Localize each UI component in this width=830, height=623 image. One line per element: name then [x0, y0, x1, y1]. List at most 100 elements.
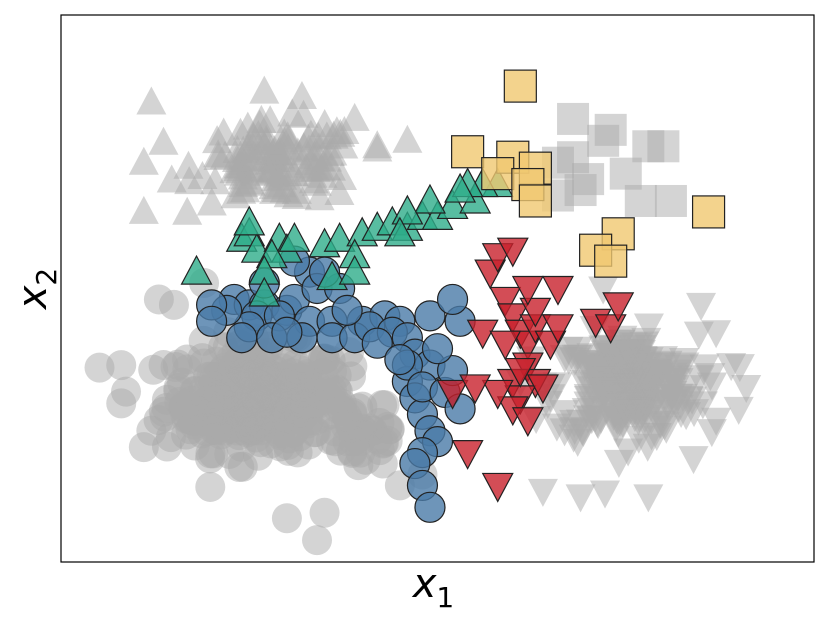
background-triangle-down-point: [565, 484, 596, 513]
background-triangle-down-point: [647, 360, 678, 389]
background-triangle-up-point: [318, 120, 349, 149]
circle-series-point: [421, 333, 454, 365]
background-circle-point: [290, 390, 321, 421]
background-triangle-up-point: [288, 99, 319, 128]
square-series-point: [503, 69, 537, 103]
y-axis-label-subscript: 2: [30, 268, 63, 286]
background-circle-point: [309, 497, 340, 528]
background-triangle-down-point: [558, 424, 589, 453]
background-triangle-down-point: [716, 353, 747, 382]
background-triangle-down-point: [701, 320, 732, 349]
triangle-down-series-point: [466, 319, 499, 350]
background-triangle-up-point: [286, 81, 317, 110]
x-axis-label-symbol: x: [411, 561, 437, 607]
background-triangle-up-point: [202, 125, 233, 154]
background-triangle-up-point: [239, 154, 270, 183]
background-circle-point: [223, 406, 254, 437]
background-triangle-down-point: [731, 374, 762, 403]
background-triangle-up-point: [317, 137, 348, 166]
background-triangle-up-point: [173, 150, 204, 179]
background-triangle-down-point: [678, 446, 709, 475]
background-triangle-down-point: [701, 407, 732, 436]
triangle-down-series-point: [511, 275, 544, 306]
background-triangle-up-point: [269, 118, 300, 147]
plot-area-frame: [60, 14, 815, 563]
triangle-up-series-point: [316, 260, 349, 291]
background-triangle-up-point: [196, 187, 227, 216]
background-triangle-down-point: [588, 276, 619, 305]
background-square-point: [654, 184, 687, 217]
background-triangle-down-point: [623, 425, 654, 454]
background-triangle-up-point: [324, 176, 355, 205]
background-triangle-up-point: [258, 171, 289, 200]
background-circle-point: [106, 388, 137, 419]
background-circle-point: [201, 385, 232, 416]
triangle-down-series-point: [541, 314, 574, 345]
background-circle-point: [265, 431, 296, 462]
triangle-down-series-point: [436, 379, 469, 410]
triangle-down-series-point: [496, 237, 529, 268]
background-triangle-down-point: [723, 396, 754, 425]
circle-series-point: [361, 327, 393, 359]
triangle-down-series-point: [511, 407, 544, 438]
background-triangle-down-point: [613, 373, 644, 402]
background-triangle-down-point: [587, 377, 618, 406]
background-triangle-down-point: [686, 292, 717, 321]
background-triangle-down-point: [631, 327, 662, 356]
background-circle-point: [128, 432, 159, 463]
y-axis-label-symbol: x: [10, 285, 56, 311]
background-circle-point: [106, 350, 137, 381]
triangle-down-series-point: [602, 292, 635, 323]
background-triangle-down-point: [573, 391, 604, 420]
background-triangle-down-point: [603, 449, 634, 478]
triangle-up-series-point: [248, 276, 281, 307]
background-triangle-up-point: [219, 155, 250, 184]
triangle-up-series-point: [233, 205, 266, 236]
background-triangle-up-point: [148, 126, 179, 155]
triangle-down-series-point: [504, 357, 537, 388]
background-triangle-down-point: [569, 353, 600, 382]
background-circle-point: [271, 503, 302, 534]
triangle-down-series-point: [489, 286, 522, 317]
background-circle-point: [162, 349, 193, 380]
triangle-up-series-point: [413, 183, 446, 214]
background-square-point: [624, 184, 657, 217]
triangle-down-series-point: [451, 440, 484, 470]
triangle-down-series-point: [489, 330, 522, 361]
triangle-up-series-point: [444, 172, 477, 203]
background-triangle-up-point: [392, 124, 423, 153]
background-triangle-down-point: [647, 400, 678, 429]
triangle-up-series-point: [278, 221, 311, 252]
background-circle-point: [331, 401, 362, 432]
triangle-up-series-point: [436, 189, 469, 220]
triangle-down-series-point: [541, 275, 574, 306]
background-triangle-up-point: [172, 196, 203, 225]
background-triangle-up-point: [362, 130, 393, 159]
circle-series-point: [414, 300, 446, 332]
background-circle-point: [248, 355, 279, 386]
background-circle-point: [84, 352, 115, 383]
background-triangle-down-point: [590, 480, 621, 509]
background-circle-point: [188, 348, 219, 379]
circle-series-point: [384, 344, 416, 376]
background-triangle-down-point: [527, 478, 558, 507]
background-triangle-down-point: [684, 365, 715, 394]
background-triangle-up-point: [281, 180, 312, 209]
background-triangle-up-point: [249, 132, 280, 161]
highlighted-series-layer: [180, 69, 726, 523]
circle-series-point: [414, 491, 446, 523]
background-triangle-up-point: [295, 119, 326, 148]
background-triangle-up-point: [128, 195, 159, 224]
background-circle-point: [158, 289, 189, 320]
background-triangle-up-point: [339, 102, 370, 131]
background-triangle-down-point: [647, 346, 678, 375]
background-circle-point: [384, 470, 415, 501]
background-circle-point: [195, 471, 226, 502]
background-triangle-up-point: [249, 75, 280, 104]
background-triangle-up-point: [128, 146, 159, 175]
background-circle-point: [302, 525, 333, 556]
triangle-down-series-point: [526, 374, 559, 405]
background-square-point: [557, 102, 590, 135]
triangle-down-series-point: [496, 303, 529, 334]
